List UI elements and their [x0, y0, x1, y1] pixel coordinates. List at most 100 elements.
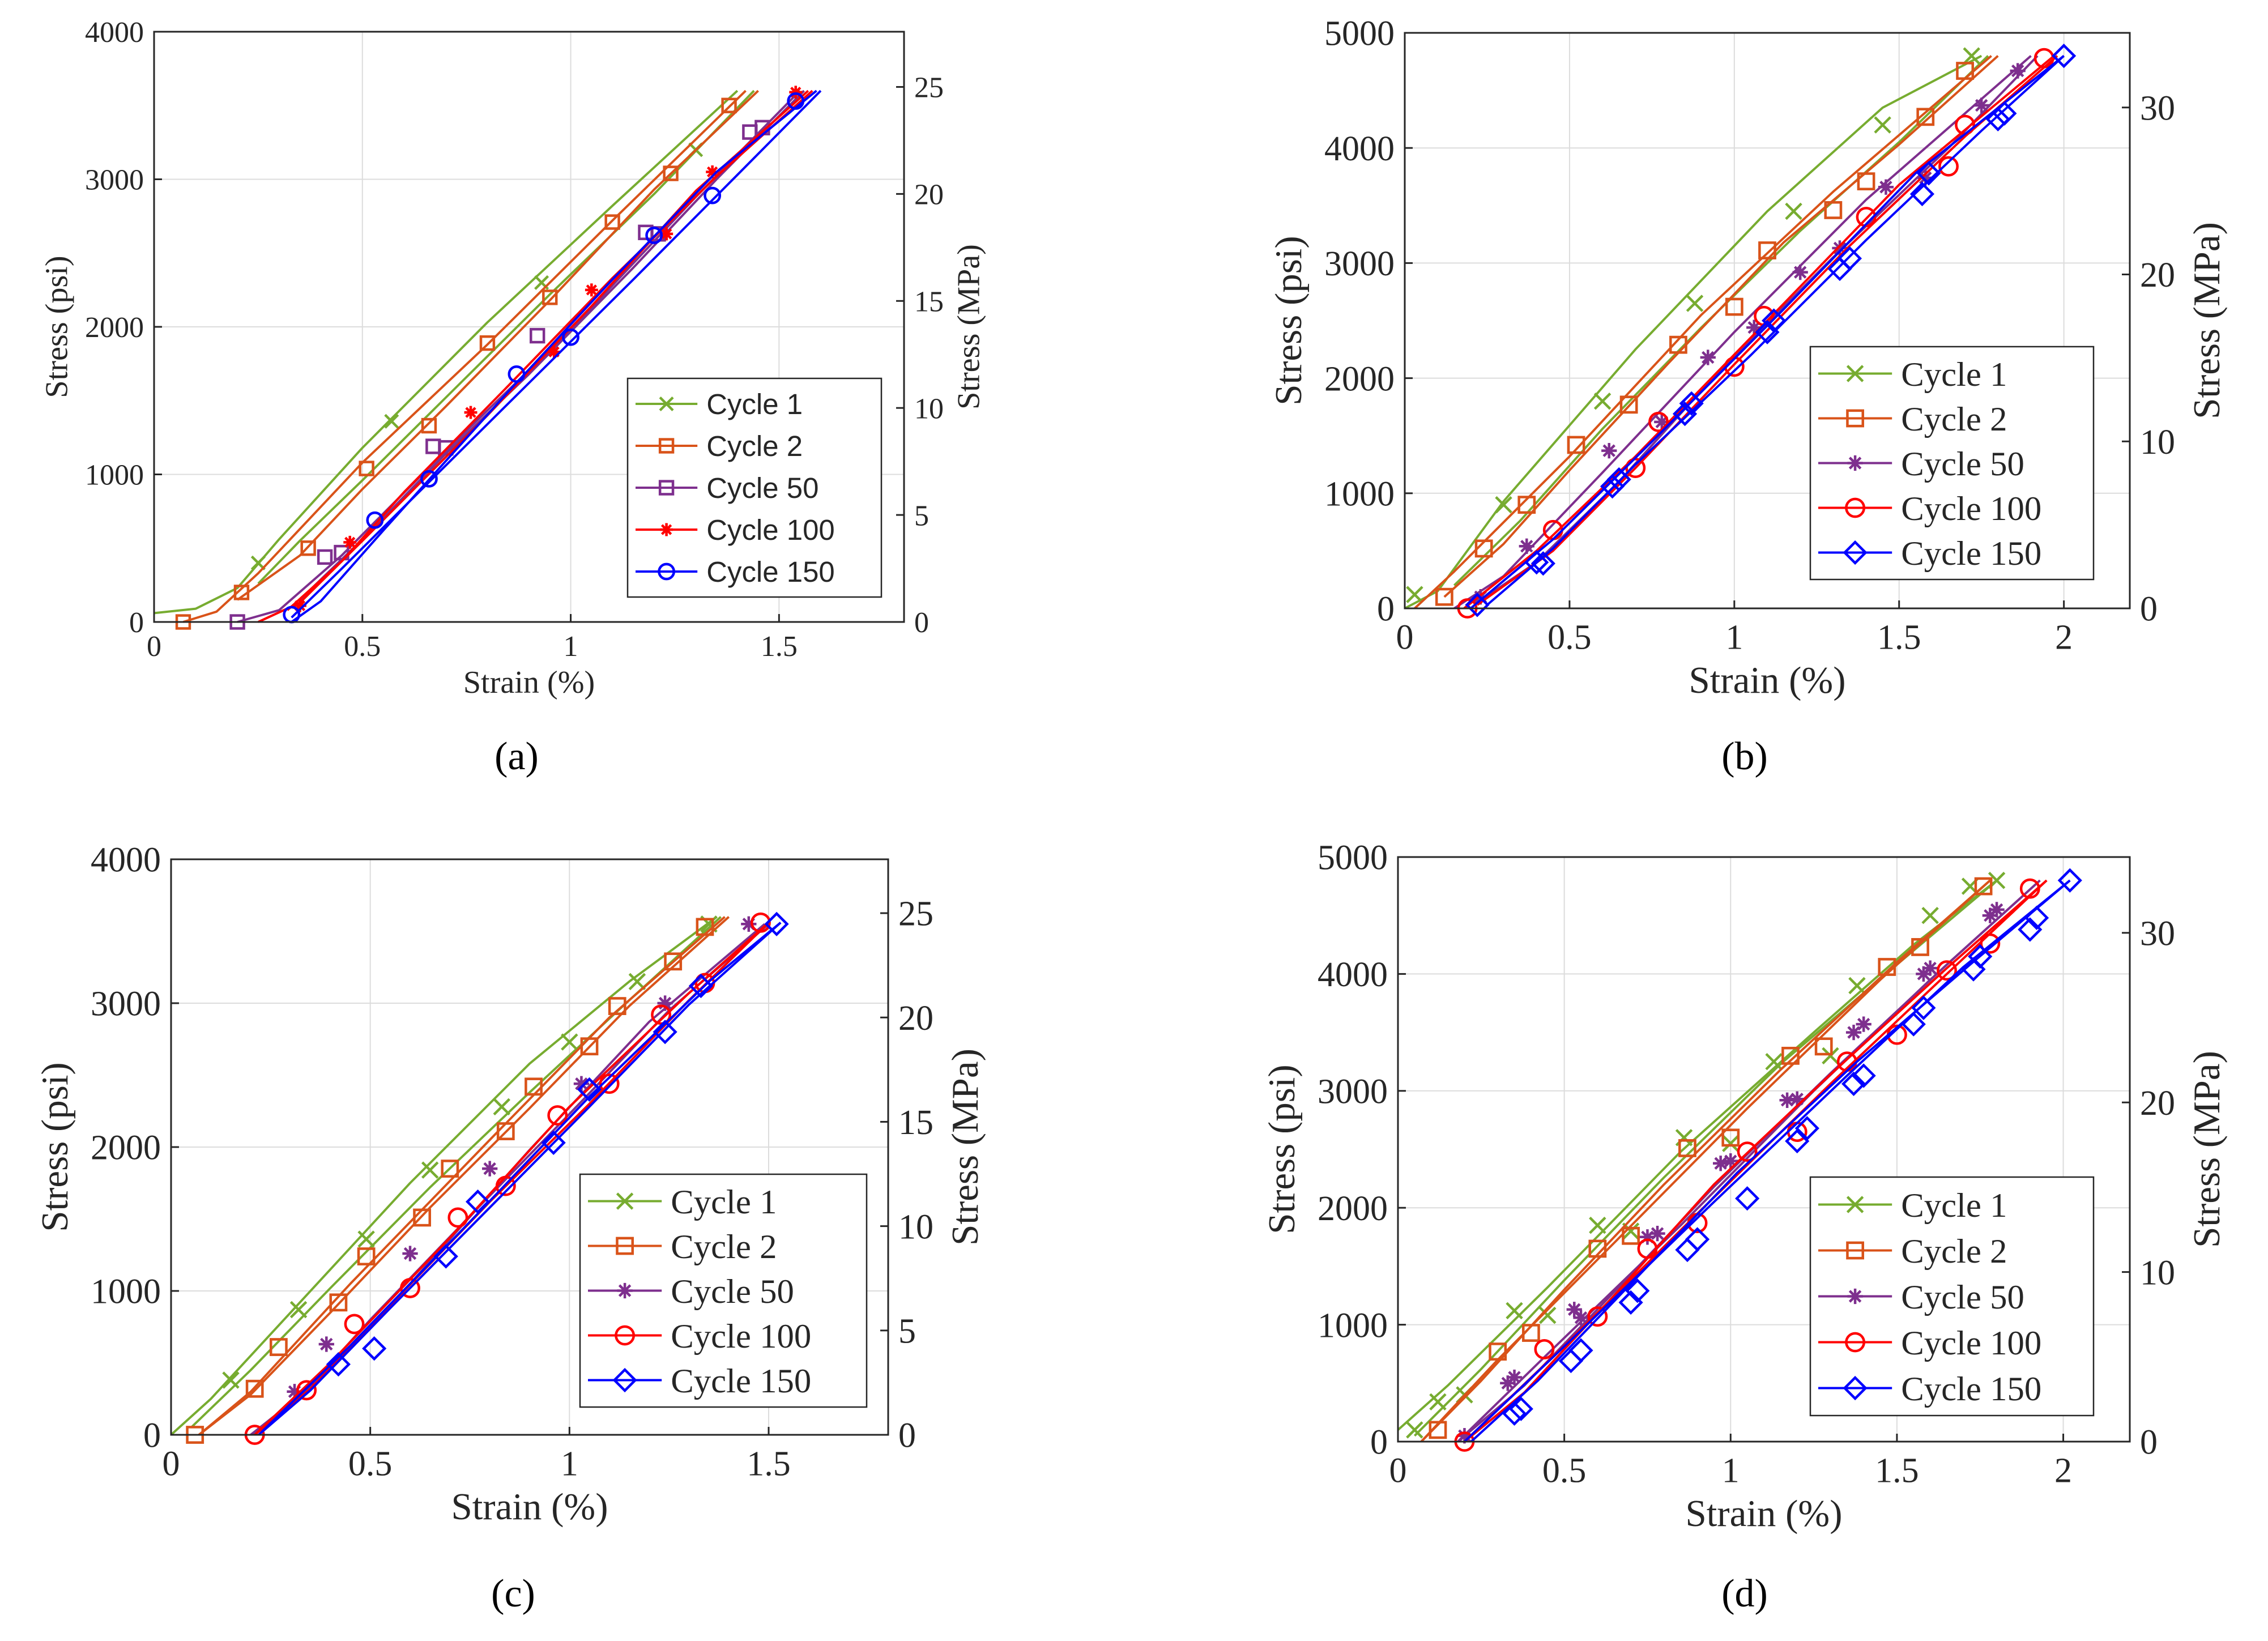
data-point-marker [1781, 1046, 1800, 1065]
data-point-marker [1534, 1339, 1555, 1359]
y2-tick-label: 0 [2140, 1423, 2158, 1462]
y-tick-label: 3000 [1318, 1073, 1388, 1111]
data-point-marker [721, 97, 737, 113]
data-point-marker [1465, 593, 1490, 617]
y2-tick-label: 25 [898, 895, 933, 934]
data-point-marker [1669, 335, 1687, 354]
data-point-marker [1601, 442, 1617, 459]
data-point-marker [438, 440, 454, 456]
series-cycle-2 [186, 916, 730, 1444]
y2-tick-label: 20 [2140, 1084, 2175, 1123]
data-point-marker [525, 1077, 543, 1096]
data-point-marker [1678, 1139, 1696, 1157]
data-point-marker [1721, 1128, 1740, 1147]
legend-marker [1843, 1375, 1868, 1401]
data-point-marker [1814, 1037, 1833, 1056]
data-point-marker [1637, 1238, 1658, 1259]
data-point-marker [222, 1371, 240, 1389]
y-axis-title: Stress (psi) [40, 255, 75, 398]
axes-box [1404, 32, 2131, 609]
x-axis-title: Strain (%) [1685, 1493, 1842, 1535]
data-point-marker [577, 1077, 602, 1102]
legend-marker [616, 1237, 634, 1255]
legend-marker [659, 396, 674, 412]
series-cycle-2 [1414, 55, 1999, 609]
data-point-marker [1851, 1063, 1876, 1088]
data-point-marker [1679, 391, 1704, 416]
data-point-marker [2018, 917, 2043, 942]
series-line-unloading [1486, 55, 2065, 606]
data-point-marker [1856, 1016, 1871, 1032]
data-point-marker [1495, 496, 1512, 514]
data-point-marker [1539, 1306, 1557, 1324]
x-axis-title: Strain (%) [1689, 659, 1845, 701]
data-point-marker [704, 186, 722, 204]
y-tick-label: 2000 [1318, 1190, 1388, 1228]
legend: Cycle 1 Cycle 2 Cycle 50 Cycle 100 Cycle 150 [626, 377, 883, 598]
y2-tick-label: 5 [914, 500, 929, 532]
y2-axis-title: Stress (MPa) [2186, 1051, 2228, 1248]
series-line-loading [254, 922, 770, 1436]
data-point-marker [1973, 97, 1989, 113]
data-point-marker [1785, 1128, 1810, 1154]
data-point-marker [293, 599, 306, 612]
data-point-marker [1648, 411, 1669, 432]
data-point-marker [653, 1020, 677, 1045]
legend-label: Cycle 50 [671, 1273, 794, 1311]
y-tick-label: 1000 [85, 459, 144, 492]
data-point-marker [628, 973, 646, 991]
series-line-unloading [258, 922, 782, 1436]
y2-axis-title: Stress (MPa) [944, 1048, 986, 1246]
data-point-marker [1500, 1375, 1516, 1391]
series-line-loading [198, 916, 726, 1436]
data-point-marker [1911, 938, 1929, 956]
legend-label: Cycle 150 [1901, 535, 2041, 573]
data-point-marker [2010, 63, 2026, 79]
x-tick-label: 0.5 [1547, 618, 1592, 657]
y2-tick-label: 20 [898, 999, 933, 1038]
legend-marker [1845, 1332, 1866, 1353]
x-tick-label: 0 [147, 630, 161, 663]
data-point-marker [1963, 47, 1980, 65]
y2-tick-label: 15 [898, 1103, 933, 1142]
y-tick-label: 1000 [1324, 475, 1395, 514]
x-axis-title: Strain (%) [463, 665, 595, 700]
data-point-marker [400, 1277, 420, 1298]
data-point-marker [741, 916, 757, 932]
series-line-loading [1420, 879, 1991, 1443]
data-point-marker [343, 535, 357, 549]
series-line-loading [258, 922, 782, 1436]
data-point-marker [573, 1076, 590, 1092]
data-point-marker [1794, 1116, 1819, 1141]
series-line-loading [170, 915, 718, 1436]
y-tick-label: 0 [1370, 1423, 1388, 1462]
data-point-marker [696, 918, 714, 936]
legend-label: Cycle 100 [671, 1318, 811, 1356]
y2-tick-label: 0 [914, 607, 929, 639]
data-point-marker [402, 1246, 418, 1261]
legend: Cycle 1 Cycle 2 Cycle 50 Cycle 100 Cycle 150 [579, 1173, 868, 1408]
x-tick-label: 1 [1725, 618, 1743, 657]
data-point-marker [1502, 1401, 1527, 1426]
legend-label: Cycle 100 [1901, 1324, 2041, 1362]
y-tick-label: 4000 [91, 841, 161, 880]
data-point-marker [1619, 395, 1638, 414]
data-point-marker [1522, 1324, 1540, 1342]
legend-marker [1846, 365, 1864, 382]
y2-tick-label: 5 [898, 1312, 916, 1351]
data-point-marker [1593, 393, 1612, 410]
data-point-marker [789, 86, 803, 99]
data-point-marker [421, 417, 437, 434]
data-point-marker [1506, 1369, 1523, 1386]
series-line-unloading [1443, 55, 1999, 598]
series-line-unloading [291, 89, 822, 619]
legend-label: Cycle 2 [706, 430, 803, 462]
series-cycle-150 [1465, 44, 2077, 617]
y2-tick-label: 15 [914, 285, 944, 318]
data-point-marker [1737, 1141, 1758, 1162]
data-point-marker [1625, 1278, 1650, 1303]
x-tick-label: 0.5 [344, 630, 381, 663]
y2-tick-label: 10 [2140, 423, 2175, 462]
data-point-marker [1916, 966, 1932, 982]
